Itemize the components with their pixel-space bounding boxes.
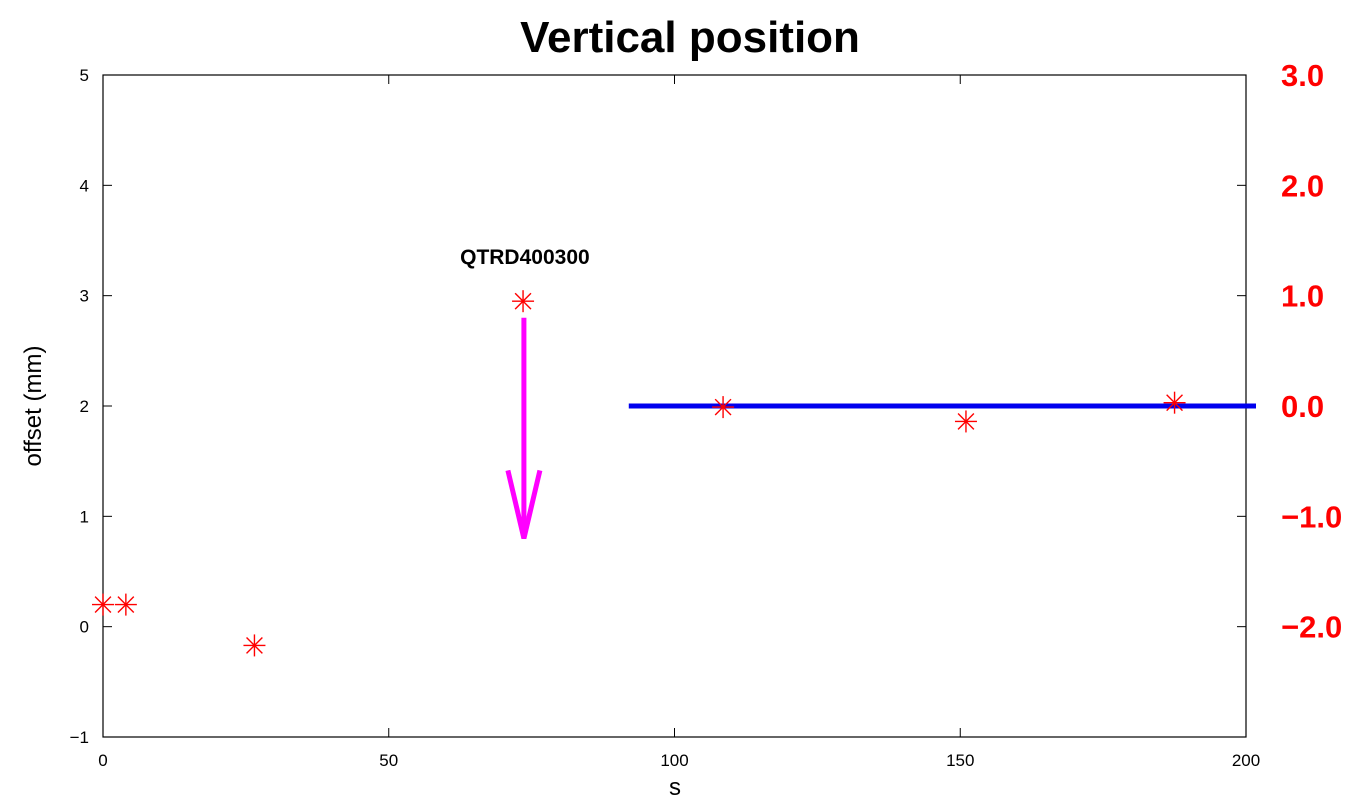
right-tick-label: −1.0 bbox=[1281, 499, 1342, 534]
annotation-label: QTRD400300 bbox=[460, 246, 590, 269]
chart-title: Vertical position bbox=[520, 13, 860, 62]
data-point bbox=[712, 396, 735, 419]
y-tick-label: −1 bbox=[70, 728, 89, 747]
y-tick-label: 0 bbox=[80, 618, 89, 637]
y-tick-label: 5 bbox=[80, 66, 89, 85]
data-points bbox=[92, 290, 1186, 657]
right-tick-label: 3.0 bbox=[1281, 58, 1324, 93]
annotation-arrow-head bbox=[505, 469, 543, 539]
data-point bbox=[114, 593, 137, 616]
x-tick-label: 150 bbox=[946, 751, 974, 770]
x-tick-label: 100 bbox=[660, 751, 688, 770]
x-axis-label: s bbox=[669, 774, 681, 801]
y-tick-label: 3 bbox=[80, 287, 89, 306]
y-tick-label: 1 bbox=[80, 507, 89, 526]
data-point bbox=[512, 290, 535, 313]
x-tick-label: 0 bbox=[98, 751, 107, 770]
x-tick-label: 200 bbox=[1232, 751, 1260, 770]
right-tick-label: 0.0 bbox=[1281, 389, 1324, 424]
x-tick-label: 50 bbox=[379, 751, 398, 770]
data-point bbox=[954, 410, 977, 433]
right-tick-label: 2.0 bbox=[1281, 168, 1324, 203]
right-tick-label: 1.0 bbox=[1281, 279, 1324, 314]
y-tick-label: 2 bbox=[80, 397, 89, 416]
data-point bbox=[92, 593, 114, 616]
y-axis-label: offset (mm) bbox=[20, 346, 47, 467]
annotation-layer: QTRD400300 bbox=[460, 246, 590, 539]
y-tick-label: 4 bbox=[80, 176, 89, 195]
data-point bbox=[1163, 391, 1186, 414]
axis-ticks: 0 50 100 150 200 −1 0 1 2 3 4 5 3.0 2.0 1.0 0.0 −1.0 −2.0 bbox=[70, 58, 1343, 770]
right-tick-label: −2.0 bbox=[1281, 610, 1342, 645]
data-point bbox=[243, 634, 266, 657]
